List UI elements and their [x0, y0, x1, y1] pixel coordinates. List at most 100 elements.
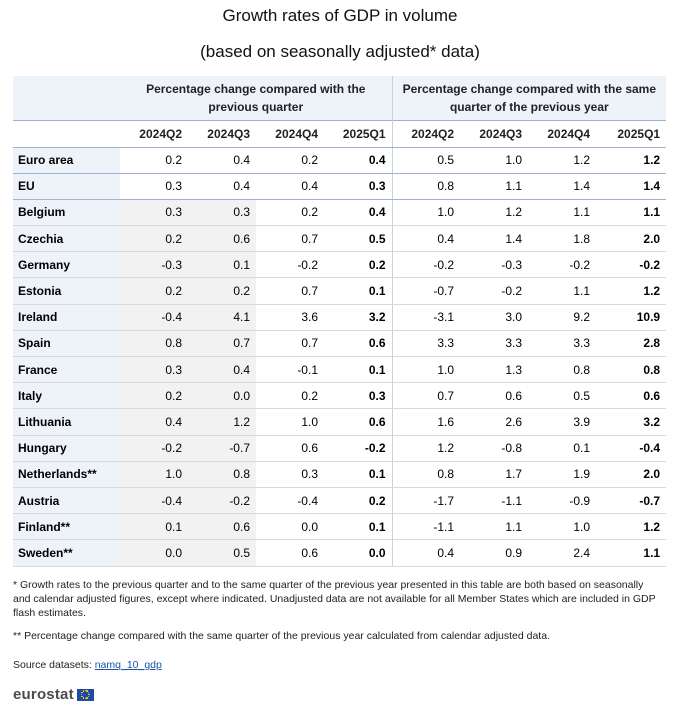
value-cell: 0.4 [120, 408, 188, 436]
country-name: Lithuania [13, 408, 120, 436]
table-row: Austria -0.4 -0.2 -0.4 0.2 -1.7 -1.1 -0.9 -0.7 [13, 487, 667, 515]
value-cell: 0.3 [324, 173, 393, 200]
value-cell: -0.7 [188, 435, 256, 462]
flag-star-icon [86, 690, 88, 692]
table-row: Ireland -0.4 4.1 3.6 3.2 -3.1 3.0 9.2 10.9 [13, 304, 667, 331]
country-name: EU [13, 173, 120, 200]
value-cell: 1.2 [528, 147, 597, 174]
value-cell: 9.2 [528, 304, 597, 331]
country-name: Belgium [13, 199, 120, 227]
value-cell: 0.2 [188, 277, 256, 305]
quarter-header: 2025Q1 [324, 119, 393, 148]
value-cell: -1.7 [392, 487, 461, 515]
value-cell: 2.4 [528, 539, 597, 567]
value-cell: 1.2 [392, 435, 461, 462]
flag-star-icon [84, 689, 87, 692]
eurostat-logo: eurostat [13, 686, 94, 703]
value-cell: -0.2 [188, 487, 256, 515]
value-cell: 1.2 [188, 408, 256, 436]
quarter-header: 2024Q3 [460, 119, 529, 148]
value-cell: -0.3 [120, 251, 188, 279]
value-cell: 0.4 [188, 147, 256, 174]
value-cell: 0.2 [120, 277, 188, 305]
table-row: Czechia 0.2 0.6 0.7 0.5 0.4 1.4 1.8 2.0 [13, 225, 667, 253]
country-name: Finland** [13, 513, 120, 541]
value-cell: 3.3 [528, 330, 597, 358]
table-row: Germany -0.3 0.1 -0.2 0.2 -0.2 -0.3 -0.2 -0.2 [13, 251, 667, 279]
value-cell: 1.1 [460, 513, 529, 541]
value-cell: 0.1 [120, 513, 188, 541]
value-cell: 0.7 [392, 382, 461, 410]
source-line: Source datasets: namq_10_gdp [13, 659, 162, 671]
value-cell: 1.1 [596, 199, 667, 227]
value-cell: 0.3 [256, 461, 324, 488]
quarter-header: 2024Q2 [392, 119, 461, 148]
value-cell: -0.2 [324, 435, 393, 462]
value-cell: -0.8 [460, 435, 529, 462]
value-cell: -0.2 [392, 251, 461, 279]
value-cell: 0.7 [256, 225, 324, 253]
country-name: Estonia [13, 277, 120, 305]
value-cell: 0.5 [392, 147, 461, 174]
value-cell: -1.1 [460, 487, 529, 515]
value-cell: 1.4 [460, 225, 529, 253]
value-cell: 10.9 [596, 304, 667, 331]
quarter-header: 2024Q4 [256, 119, 324, 148]
value-cell: 2.8 [596, 330, 667, 358]
value-cell: 0.0 [188, 382, 256, 410]
value-cell: 0.2 [256, 147, 324, 174]
quarter-header: 2025Q1 [596, 119, 667, 148]
value-cell: 4.1 [188, 304, 256, 331]
value-cell: 0.6 [324, 330, 393, 358]
value-cell: -0.4 [596, 435, 667, 462]
flag-star-icon [86, 697, 88, 699]
footnote-2: ** Percentage change compared with the s… [13, 630, 550, 642]
value-cell: 0.1 [324, 461, 393, 488]
flag-star-icon [82, 697, 85, 699]
value-cell: 0.6 [256, 539, 324, 567]
value-cell: 0.3 [120, 199, 188, 227]
country-name: Hungary [13, 435, 120, 462]
value-cell: 3.2 [596, 408, 667, 436]
value-cell: 0.0 [256, 513, 324, 541]
flag-star-icon [82, 690, 85, 692]
source-dataset-link[interactable]: namq_10_gdp [94, 659, 162, 671]
value-cell: 0.5 [188, 539, 256, 567]
value-cell: -0.9 [528, 487, 597, 515]
eu-flag-icon [76, 688, 94, 701]
value-cell: 1.2 [596, 147, 667, 174]
value-cell: 1.0 [392, 356, 461, 384]
table-row: Belgium 0.3 0.3 0.2 0.4 1.0 1.2 1.1 1.1 [13, 199, 667, 227]
value-cell: 0.2 [120, 382, 188, 410]
table-row: Netherlands** 1.0 0.8 0.3 0.1 0.8 1.7 1.9 2.0 [13, 461, 667, 488]
value-cell: 0.4 [392, 225, 461, 253]
table-row: France 0.3 0.4 -0.1 0.1 1.0 1.3 0.8 0.8 [13, 356, 667, 384]
table-row: EU 0.3 0.4 0.4 0.3 0.8 1.1 1.4 1.4 [13, 173, 667, 200]
value-cell: 0.3 [324, 382, 393, 410]
value-cell: -0.3 [460, 251, 529, 279]
value-cell: 1.4 [596, 173, 667, 200]
table-row: Sweden** 0.0 0.5 0.6 0.0 0.4 0.9 2.4 1.1 [13, 539, 667, 567]
value-cell: 2.0 [596, 225, 667, 253]
value-cell: 0.6 [596, 382, 667, 410]
value-cell: 1.0 [460, 147, 529, 174]
source-label: Source datasets: [13, 659, 92, 671]
value-cell: 0.7 [188, 330, 256, 358]
value-cell: 0.7 [256, 330, 324, 358]
value-cell: 0.6 [460, 382, 529, 410]
table-row: Hungary -0.2 -0.7 0.6 -0.2 1.2 -0.8 0.1 -0.4 [13, 435, 667, 462]
value-cell: 0.1 [528, 435, 597, 462]
value-cell: -0.7 [596, 487, 667, 515]
value-cell: 0.8 [392, 461, 461, 488]
value-cell: 3.9 [528, 408, 597, 436]
country-name: France [13, 356, 120, 384]
value-cell: 0.4 [324, 147, 393, 174]
quarter-header: 2024Q3 [188, 119, 256, 148]
value-cell: 0.6 [188, 513, 256, 541]
flag-star-icon [81, 691, 83, 694]
value-cell: 3.6 [256, 304, 324, 331]
quarter-header: 2024Q2 [120, 119, 188, 148]
value-cell: 0.3 [120, 173, 188, 200]
value-cell: 0.8 [188, 461, 256, 488]
value-cell: -0.4 [256, 487, 324, 515]
